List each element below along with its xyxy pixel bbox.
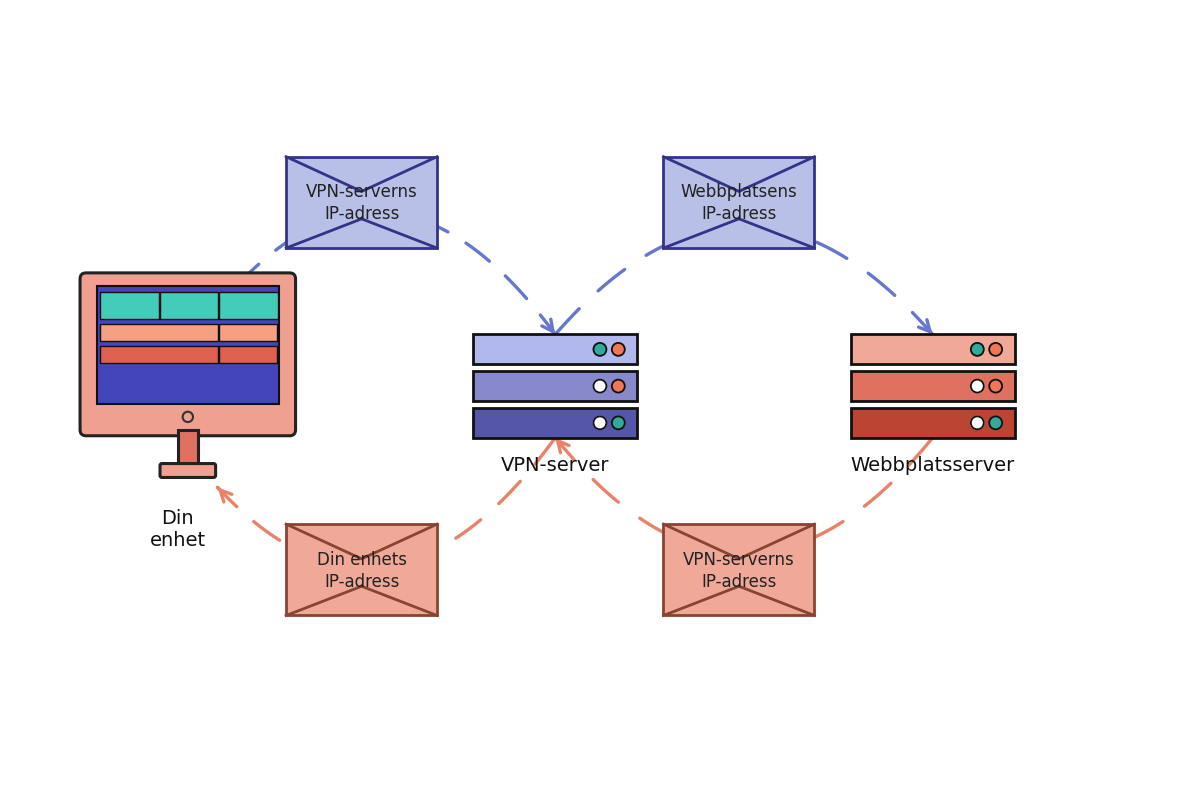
Text: VPN-serverns
IP-adress: VPN-serverns IP-adress (683, 551, 795, 591)
FancyBboxPatch shape (220, 324, 276, 341)
FancyBboxPatch shape (178, 430, 197, 465)
FancyBboxPatch shape (100, 346, 218, 364)
Circle shape (990, 343, 1003, 356)
Text: Webbplatsens
IP-adress: Webbplatsens IP-adress (680, 183, 797, 223)
Circle shape (594, 343, 606, 356)
FancyBboxPatch shape (97, 286, 279, 404)
Text: VPN-server: VPN-server (501, 456, 609, 475)
Text: Webbplatsserver: Webbplatsserver (850, 456, 1014, 475)
Circle shape (594, 417, 606, 429)
FancyBboxPatch shape (100, 292, 158, 319)
Circle shape (990, 380, 1003, 392)
Circle shape (612, 417, 625, 429)
Circle shape (612, 343, 625, 356)
FancyBboxPatch shape (664, 157, 815, 248)
Circle shape (971, 343, 984, 356)
Text: VPN-serverns
IP-adress: VPN-serverns IP-adress (306, 183, 417, 223)
Circle shape (971, 380, 984, 392)
Text: Din enhets
IP-adress: Din enhets IP-adress (317, 551, 406, 591)
Circle shape (990, 417, 1003, 429)
Text: Din
enhet: Din enhet (150, 509, 205, 550)
Circle shape (971, 417, 984, 429)
FancyBboxPatch shape (286, 157, 437, 248)
FancyBboxPatch shape (474, 371, 638, 401)
FancyBboxPatch shape (850, 335, 1014, 364)
FancyBboxPatch shape (850, 408, 1014, 437)
Circle shape (612, 380, 625, 392)
FancyBboxPatch shape (100, 324, 218, 341)
FancyBboxPatch shape (474, 408, 638, 437)
FancyBboxPatch shape (159, 292, 218, 319)
FancyBboxPatch shape (664, 524, 815, 615)
FancyBboxPatch shape (220, 346, 276, 364)
FancyBboxPatch shape (80, 273, 295, 436)
FancyBboxPatch shape (159, 464, 216, 477)
FancyBboxPatch shape (850, 371, 1014, 401)
Circle shape (594, 380, 606, 392)
FancyBboxPatch shape (286, 524, 437, 615)
FancyBboxPatch shape (220, 292, 278, 319)
FancyBboxPatch shape (474, 335, 638, 364)
